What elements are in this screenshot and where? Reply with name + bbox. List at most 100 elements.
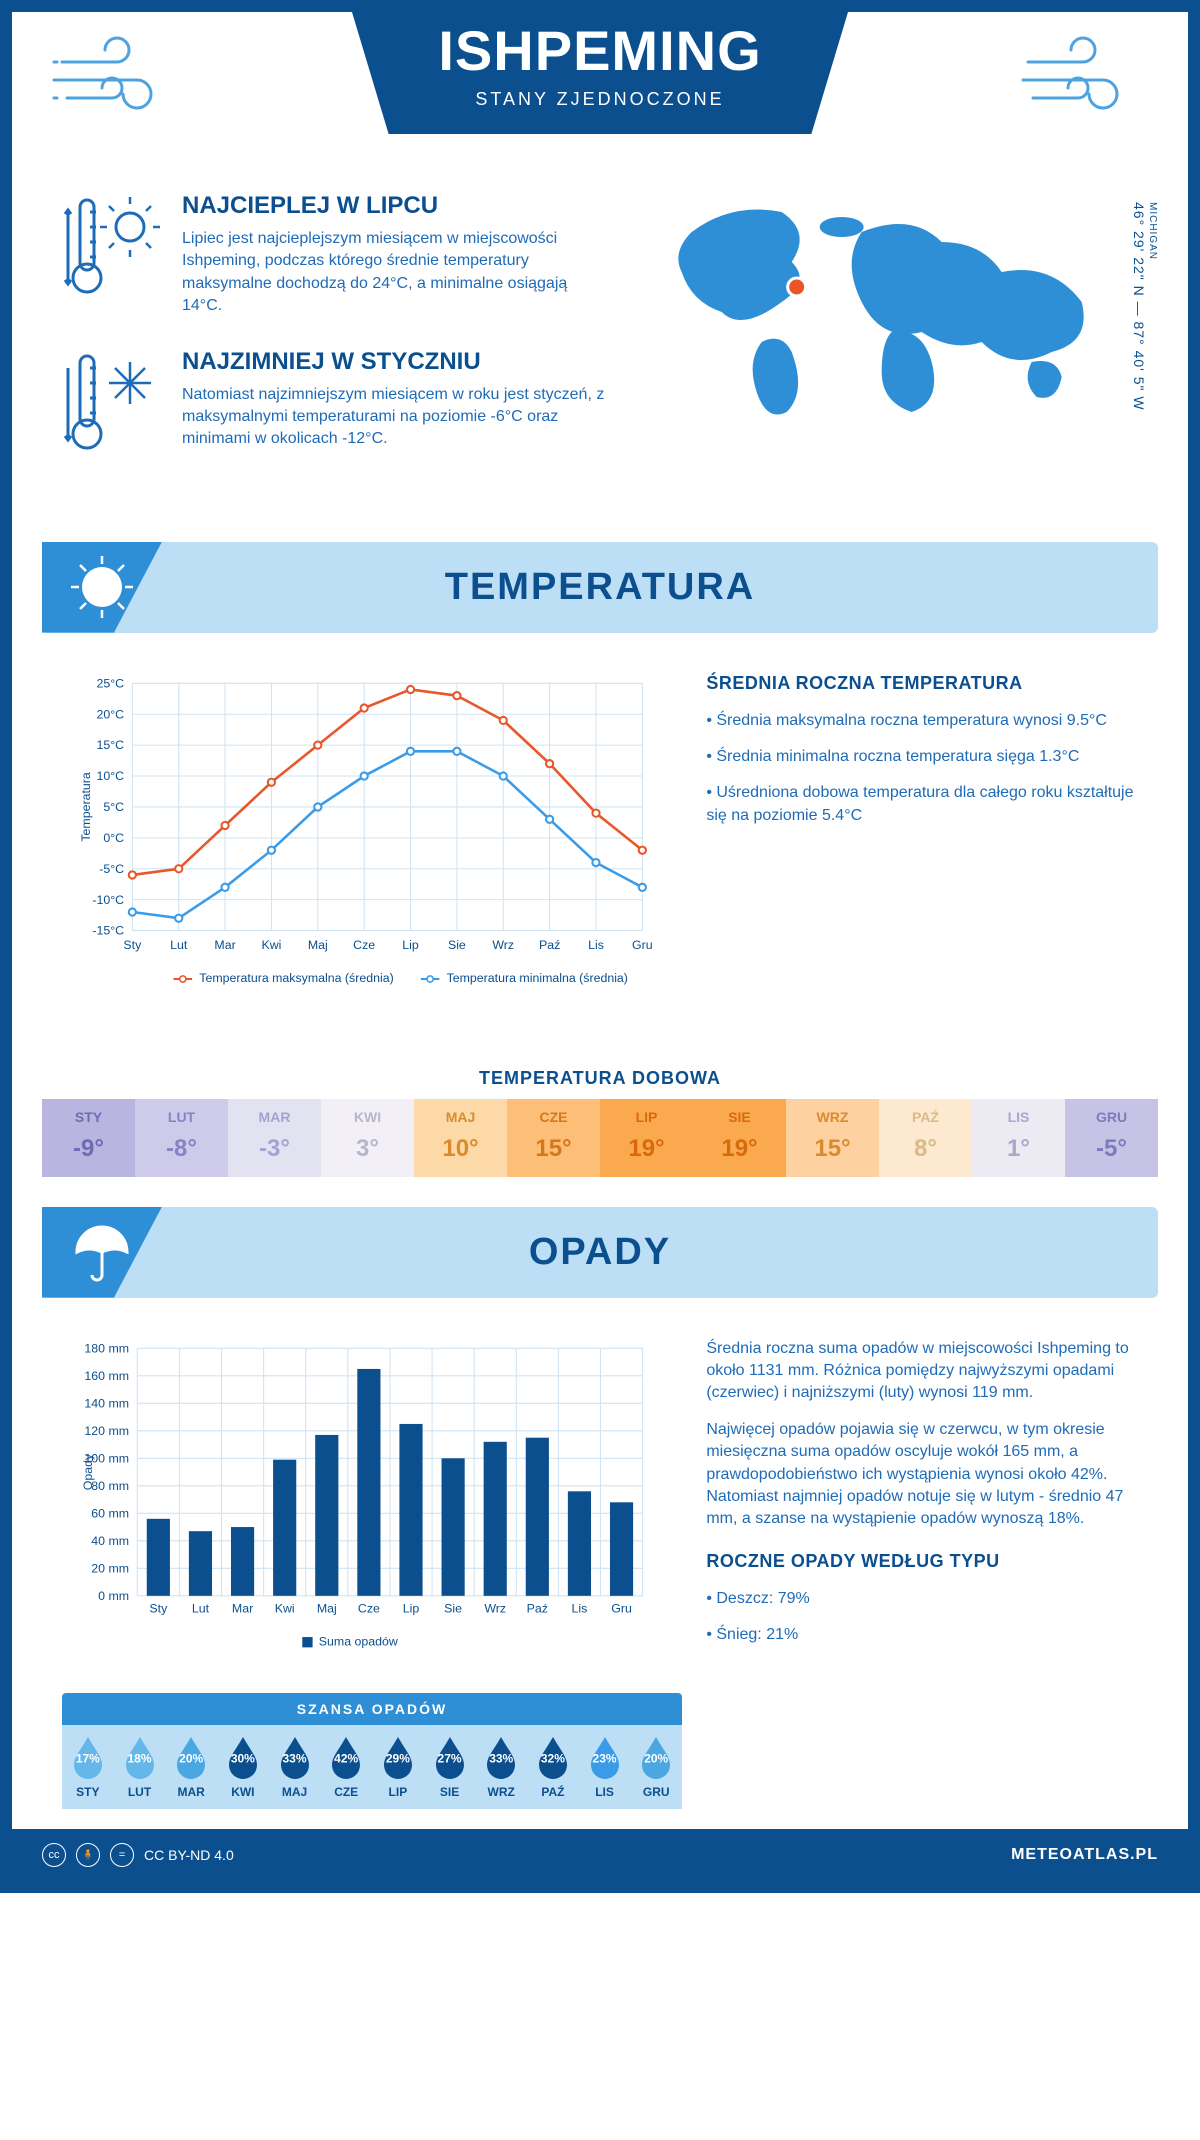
note-line: • Uśredniona dobowa temperatura dla całe… bbox=[706, 782, 1138, 827]
svg-text:Paź: Paź bbox=[527, 1601, 548, 1615]
daily-cell: KWI3° bbox=[321, 1099, 414, 1177]
svg-text:Wrz: Wrz bbox=[492, 938, 514, 952]
svg-text:Paź: Paź bbox=[539, 938, 560, 952]
svg-text:120 mm: 120 mm bbox=[84, 1424, 129, 1438]
wind-icon bbox=[52, 32, 182, 138]
section-header-temperature: TEMPERATURA bbox=[42, 542, 1158, 633]
chance-cell: 27% SIE bbox=[424, 1725, 476, 1809]
fact-title: NAJZIMNIEJ W STYCZNIU bbox=[182, 348, 605, 376]
svg-text:25°C: 25°C bbox=[96, 676, 124, 690]
daily-cell: WRZ15° bbox=[786, 1099, 879, 1177]
fact-text: Natomiast najzimniejszym miesiącem w rok… bbox=[182, 384, 605, 451]
raindrop-icon: 23% bbox=[587, 1735, 623, 1779]
chance-cell: 30% KWI bbox=[217, 1725, 269, 1809]
svg-text:40 mm: 40 mm bbox=[91, 1534, 129, 1548]
svg-text:Sie: Sie bbox=[444, 1601, 462, 1615]
thermometer-sun-icon bbox=[62, 192, 162, 318]
chance-cell: 20% GRU bbox=[630, 1725, 682, 1809]
svg-text:Cze: Cze bbox=[358, 1601, 380, 1615]
svg-text:15°C: 15°C bbox=[96, 738, 124, 752]
svg-text:-10°C: -10°C bbox=[92, 892, 124, 906]
svg-text:Lip: Lip bbox=[403, 1601, 420, 1615]
svg-text:-15°C: -15°C bbox=[92, 923, 124, 937]
fact-title: NAJCIEPLEJ W LIPCU bbox=[182, 192, 605, 220]
svg-text:80 mm: 80 mm bbox=[91, 1479, 129, 1493]
svg-text:Wrz: Wrz bbox=[484, 1601, 506, 1615]
svg-text:20 mm: 20 mm bbox=[91, 1561, 129, 1575]
page-title: ISHPEMING bbox=[438, 18, 761, 83]
note-line: • Średnia maksymalna roczna temperatura … bbox=[706, 710, 1138, 732]
svg-text:0°C: 0°C bbox=[103, 831, 124, 845]
svg-text:Mar: Mar bbox=[232, 1601, 253, 1615]
coords-text: 46° 29' 22" N — 87° 40' 5" W bbox=[1131, 202, 1147, 411]
page-subtitle: STANY ZJEDNOCZONE bbox=[438, 89, 761, 110]
svg-text:Sty: Sty bbox=[149, 1601, 168, 1615]
daily-cell: PAŹ8° bbox=[879, 1099, 972, 1177]
svg-text:Lis: Lis bbox=[588, 938, 604, 952]
daily-temp-title: TEMPERATURA DOBOWA bbox=[12, 1068, 1188, 1089]
svg-text:Suma opadów: Suma opadów bbox=[319, 1634, 398, 1648]
daily-cell: SIE19° bbox=[693, 1099, 786, 1177]
svg-text:Temperatura: Temperatura bbox=[79, 772, 93, 842]
notes-title: ŚREDNIA ROCZNA TEMPERATURA bbox=[706, 673, 1138, 694]
svg-text:Lut: Lut bbox=[170, 938, 188, 952]
raindrop-icon: 27% bbox=[432, 1735, 468, 1779]
daily-cell: GRU-5° bbox=[1065, 1099, 1158, 1177]
svg-text:Maj: Maj bbox=[317, 1601, 337, 1615]
svg-text:Sie: Sie bbox=[448, 938, 466, 952]
chance-title: SZANSA OPADÓW bbox=[62, 1693, 682, 1725]
raindrop-icon: 18% bbox=[122, 1735, 158, 1779]
daily-cell: CZE15° bbox=[507, 1099, 600, 1177]
temperature-chart: -15°C-10°C-5°C0°C5°C10°C15°C20°C25°CStyL… bbox=[62, 673, 666, 1018]
cc-nd-icon: = bbox=[110, 1843, 134, 1867]
svg-text:60 mm: 60 mm bbox=[91, 1506, 129, 1520]
daily-cell: MAJ10° bbox=[414, 1099, 507, 1177]
chance-cell: 23% LIS bbox=[579, 1725, 631, 1809]
daily-cell: STY-9° bbox=[42, 1099, 135, 1177]
precip-chance-box: SZANSA OPADÓW 17% STY 18% LUT 20% MAR 30… bbox=[62, 1693, 682, 1809]
location-marker bbox=[787, 278, 805, 296]
svg-text:0 mm: 0 mm bbox=[98, 1589, 129, 1603]
svg-text:5°C: 5°C bbox=[103, 800, 124, 814]
wind-icon bbox=[1018, 32, 1148, 138]
section-title: TEMPERATURA bbox=[42, 566, 1158, 609]
raindrop-icon: 29% bbox=[380, 1735, 416, 1779]
section-title: OPADY bbox=[42, 1231, 1158, 1274]
chance-cell: 29% LIP bbox=[372, 1725, 424, 1809]
svg-text:140 mm: 140 mm bbox=[84, 1396, 129, 1410]
temperature-notes: ŚREDNIA ROCZNA TEMPERATURA • Średnia mak… bbox=[706, 673, 1138, 1018]
title-banner: ISHPEMING STANY ZJEDNOCZONE bbox=[348, 0, 851, 134]
svg-text:Lip: Lip bbox=[402, 938, 419, 952]
svg-text:Kwi: Kwi bbox=[275, 1601, 295, 1615]
region-label: MICHIGAN bbox=[1147, 202, 1158, 407]
svg-text:Temperatura maksymalna (średni: Temperatura maksymalna (średnia) bbox=[199, 971, 393, 985]
fact-text: Lipiec jest najcieplejszym miesiącem w m… bbox=[182, 228, 605, 318]
note-line: • Średnia minimalna roczna temperatura s… bbox=[706, 746, 1138, 768]
raindrop-icon: 17% bbox=[70, 1735, 106, 1779]
info-row: NAJCIEPLEJ W LIPCU Lipiec jest najcieple… bbox=[12, 192, 1188, 532]
fact-hottest: NAJCIEPLEJ W LIPCU Lipiec jest najcieple… bbox=[62, 192, 605, 318]
chance-cell: 32% PAŹ bbox=[527, 1725, 579, 1809]
site-name: METEOATLAS.PL bbox=[1011, 1846, 1158, 1864]
raindrop-icon: 20% bbox=[173, 1735, 209, 1779]
precipitation-chart: 0 mm20 mm40 mm60 mm80 mm100 mm120 mm140 … bbox=[62, 1338, 666, 1673]
svg-text:Lut: Lut bbox=[192, 1601, 210, 1615]
svg-text:Cze: Cze bbox=[353, 938, 375, 952]
thermometer-snow-icon bbox=[62, 348, 162, 472]
daily-temp-table: STY-9°LUT-8°MAR-3°KWI3°MAJ10°CZE15°LIP19… bbox=[42, 1099, 1158, 1177]
note-paragraph: Średnia roczna suma opadów w miejscowośc… bbox=[706, 1338, 1138, 1405]
svg-text:-5°C: -5°C bbox=[99, 861, 124, 875]
daily-cell: LUT-8° bbox=[135, 1099, 228, 1177]
precip-type-line: • Śnieg: 21% bbox=[706, 1624, 1138, 1646]
raindrop-icon: 32% bbox=[535, 1735, 571, 1779]
cc-icon: cc bbox=[42, 1843, 66, 1867]
precip-type-title: ROCZNE OPADY WEDŁUG TYPU bbox=[706, 1551, 1138, 1572]
svg-text:Sty: Sty bbox=[123, 938, 142, 952]
fact-coldest: NAJZIMNIEJ W STYCZNIU Natomiast najzimni… bbox=[62, 348, 605, 472]
daily-cell: MAR-3° bbox=[228, 1099, 321, 1177]
chance-cell: 17% STY bbox=[62, 1725, 114, 1809]
chance-cell: 42% CZE bbox=[320, 1725, 372, 1809]
raindrop-icon: 30% bbox=[225, 1735, 261, 1779]
precip-type-line: • Deszcz: 79% bbox=[706, 1588, 1138, 1610]
svg-text:Opady: Opady bbox=[81, 1453, 95, 1490]
